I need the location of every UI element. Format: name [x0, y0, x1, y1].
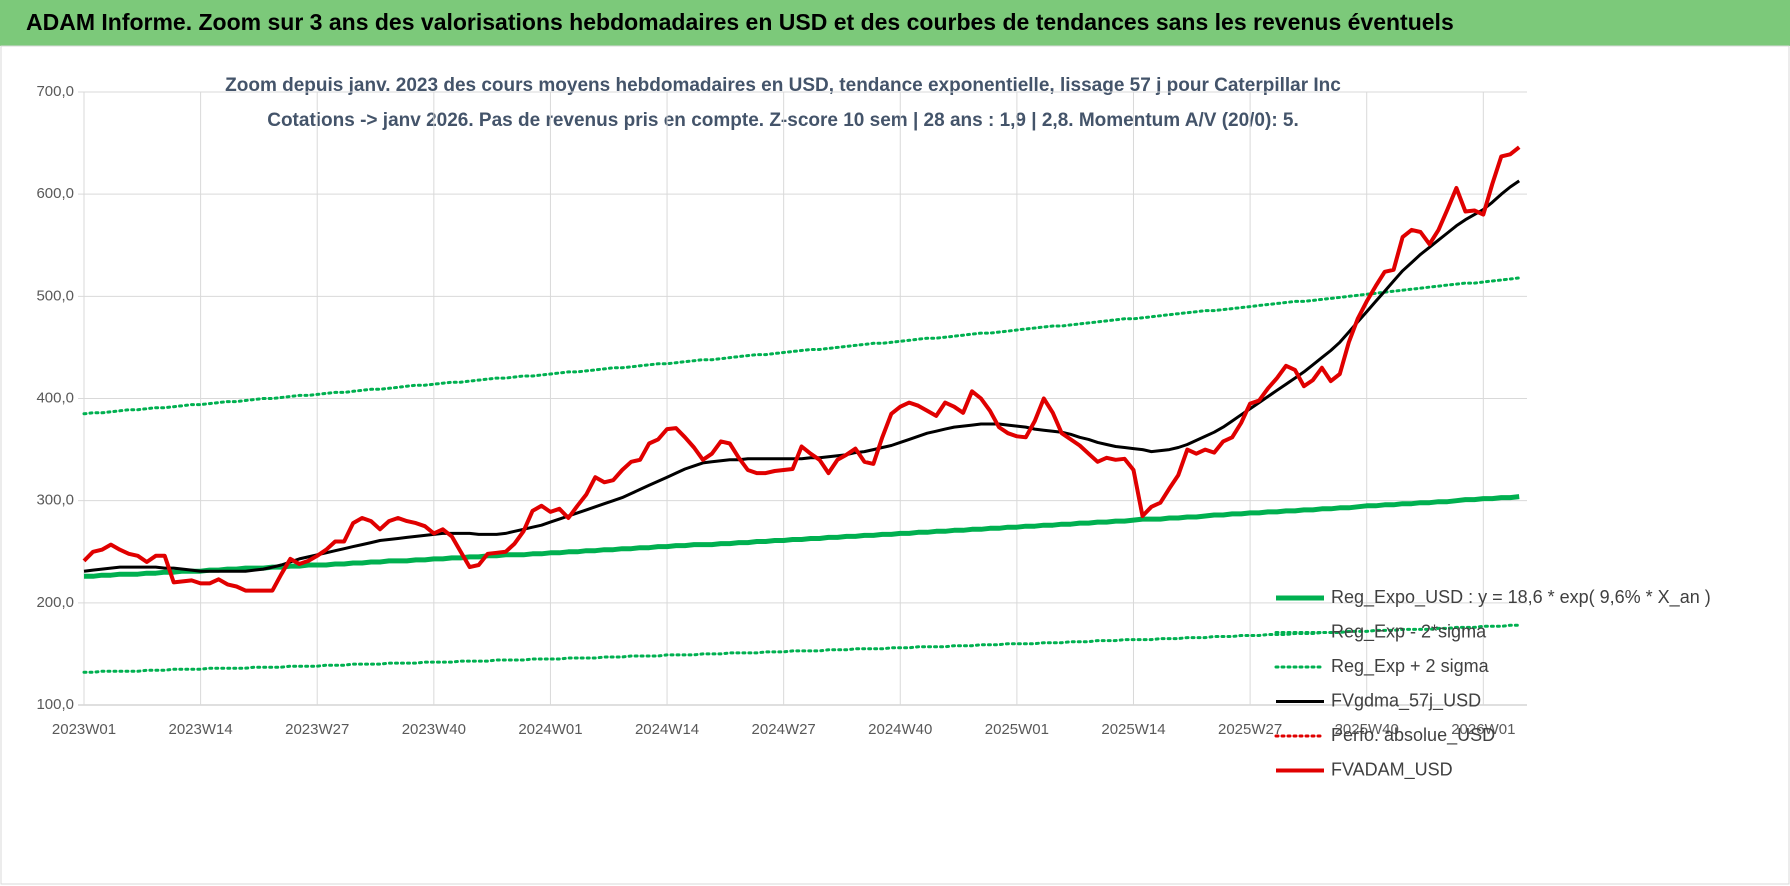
- chart-subtitle: Zoom depuis janv. 2023 des cours moyens …: [225, 75, 1341, 96]
- legend-label: Perfo. absolue_USD: [1331, 725, 1495, 746]
- header-band: [0, 0, 1790, 46]
- grid: 100,0 200,0 300,0 400,0 500,0 600,0 700,0 2023W…: [36, 83, 1527, 738]
- x-tick-label: 2025W14: [1101, 721, 1165, 738]
- x-tick-label: 2024W40: [868, 721, 932, 738]
- y-tick-label: 300,0: [36, 492, 74, 509]
- x-tick-label: 2025W27: [1218, 721, 1282, 738]
- series-line: [82, 623, 1521, 674]
- legend: Reg_Expo_USD : y = 18,6 * exp( 9,6% * X_…: [1274, 587, 1711, 780]
- x-tick-label: 2023W01: [52, 721, 116, 738]
- x-tick-label: 2023W40: [402, 721, 466, 738]
- x-tick-label: 2026W01: [1451, 721, 1515, 738]
- y-tick-label: 600,0: [36, 185, 74, 202]
- x-tick-label: 2025W01: [985, 721, 1049, 738]
- chart-title: ADAM Informe. Zoom sur 3 ans des valoris…: [26, 9, 1454, 35]
- y-tick-label: 200,0: [36, 594, 74, 611]
- legend-label: Reg_Exp + 2 sigma: [1331, 656, 1490, 677]
- x-tick-label: 2024W14: [635, 721, 699, 738]
- x-tick-label: 2025W40: [1335, 721, 1399, 738]
- x-tick-label: 2024W01: [518, 721, 582, 738]
- x-tick-label: 2023W14: [169, 721, 233, 738]
- legend-label: FVgdma_57j_USD: [1331, 690, 1481, 711]
- frame: [0, 45, 1790, 885]
- x-tick-label: 2024W27: [752, 721, 816, 738]
- series-line: [82, 145, 1521, 593]
- plot: [82, 145, 1521, 674]
- series-line: [84, 494, 1520, 579]
- legend-label: FVADAM_USD: [1331, 759, 1453, 780]
- y-tick-label: 500,0: [36, 287, 74, 304]
- legend-label: Reg_Exp - 2*sigma: [1331, 621, 1487, 642]
- y-tick-label: 100,0: [36, 696, 74, 713]
- x-tick-label: 2023W27: [285, 721, 349, 738]
- legend-label: Reg_Expo_USD : y = 18,6 * exp( 9,6% * X_…: [1331, 587, 1711, 608]
- chart-subtitle: Cotations -> janv 2026. Pas de revenus p…: [267, 110, 1299, 131]
- series-line: [82, 276, 1521, 416]
- y-tick-label: 700,0: [36, 83, 74, 100]
- y-tick-label: 400,0: [36, 389, 74, 406]
